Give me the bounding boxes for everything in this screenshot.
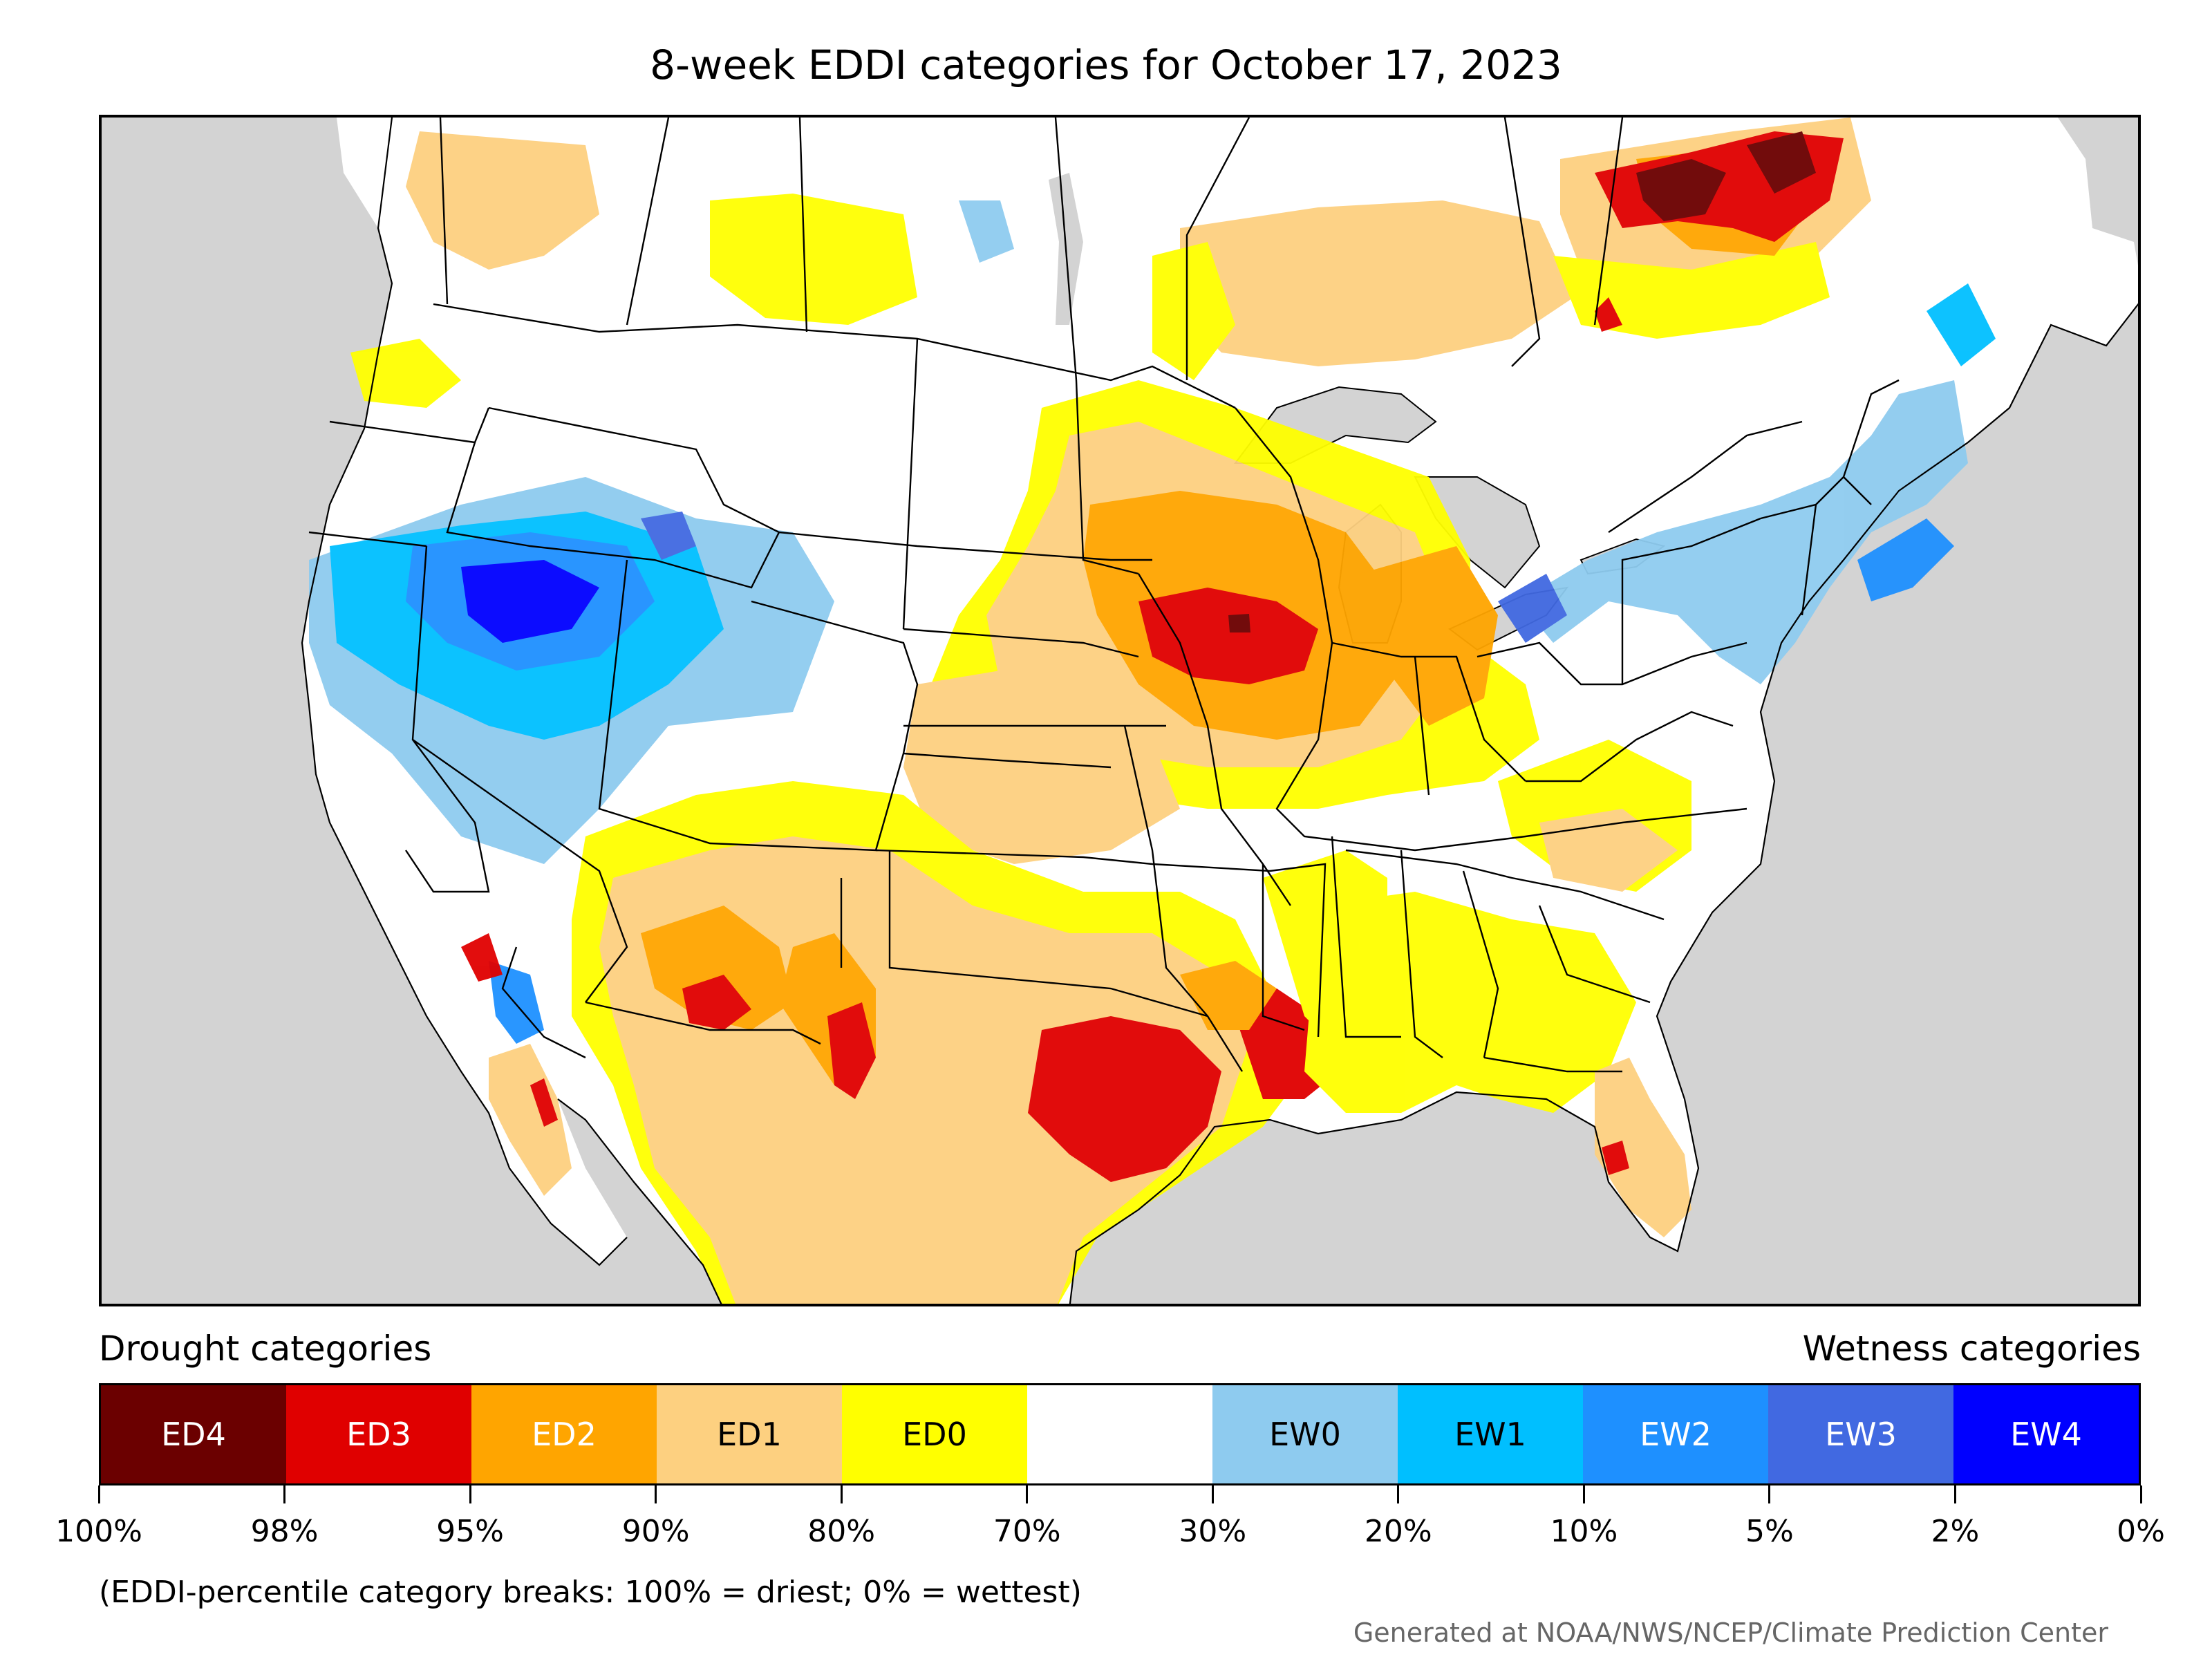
tick-label: 98%: [250, 1514, 319, 1549]
drought-categories-title: Drought categories: [99, 1329, 432, 1369]
colorbar-tick: [1026, 1485, 1029, 1503]
tick-label: 30%: [1179, 1514, 1247, 1549]
colorbar-tick: [97, 1485, 100, 1503]
tick-label: 5%: [1745, 1514, 1794, 1549]
colorbar-tick: [2139, 1485, 2142, 1503]
colorbar-tick: [1211, 1485, 1214, 1503]
tick-label: 95%: [436, 1514, 504, 1549]
coastline: [301, 118, 2138, 1304]
tick-label: 100%: [55, 1514, 142, 1549]
colorbar-tick: [283, 1485, 286, 1503]
colorbar-segment-ew0: EW0: [1212, 1385, 1398, 1483]
colorbar-tick: [1397, 1485, 1400, 1503]
tick-label: 20%: [1364, 1514, 1432, 1549]
colorbar-segment-neutral: [1027, 1385, 1212, 1483]
colorbar-tick: [840, 1485, 843, 1503]
eddi-map: [99, 115, 2141, 1306]
wetness-categories-title: Wetness categories: [1802, 1329, 2141, 1369]
colorbar-tick: [1953, 1485, 1956, 1503]
colorbar-tick: [469, 1485, 471, 1503]
tick-label: 70%: [993, 1514, 1061, 1549]
colorbar-segment-ed2: ED2: [471, 1385, 657, 1483]
colorbar-tick: [1582, 1485, 1585, 1503]
tick-label: 2%: [1931, 1514, 1980, 1549]
tick-label: 10%: [1550, 1514, 1618, 1549]
map-canvas: [301, 118, 2138, 1304]
colorbar-segment-ed0: ED0: [842, 1385, 1027, 1483]
map-title: 8-week EDDI categories for October 17, 2…: [650, 41, 1562, 88]
colorbar-ticks: [97, 1485, 2142, 1506]
state-boundaries: [308, 118, 1900, 1073]
category-breaks-note: (EDDI-percentile category breaks: 100% =…: [99, 1575, 1082, 1610]
colorbar-segment-ed3: ED3: [286, 1385, 471, 1483]
colorbar-segment-ew3: EW3: [1768, 1385, 1953, 1483]
category-colorbar: ED4 ED3 ED2 ED1 ED0 EW0 EW1 EW2 EW3 EW4: [99, 1383, 2141, 1485]
tick-label: 80%: [807, 1514, 876, 1549]
tick-label: 90%: [621, 1514, 690, 1549]
credit-line: Generated at NOAA/NWS/NCEP/Climate Predi…: [1353, 1618, 2108, 1648]
colorbar-tick: [1768, 1485, 1771, 1503]
colorbar-tick-labels: 100% 98% 95% 90% 80% 70% 30% 20% 10% 5% …: [55, 1514, 2165, 1555]
colorbar-segment-ew4: EW4: [1953, 1385, 2139, 1483]
tick-label: 0%: [2117, 1514, 2165, 1549]
colorbar-tick: [655, 1485, 657, 1503]
colorbar-segment-ew2: EW2: [1583, 1385, 1768, 1483]
colorbar-segment-ed4: ED4: [101, 1385, 286, 1483]
colorbar-segment-ed1: ED1: [657, 1385, 842, 1483]
drought-regions: [350, 118, 1871, 1304]
colorbar-segment-ew1: EW1: [1398, 1385, 1583, 1483]
